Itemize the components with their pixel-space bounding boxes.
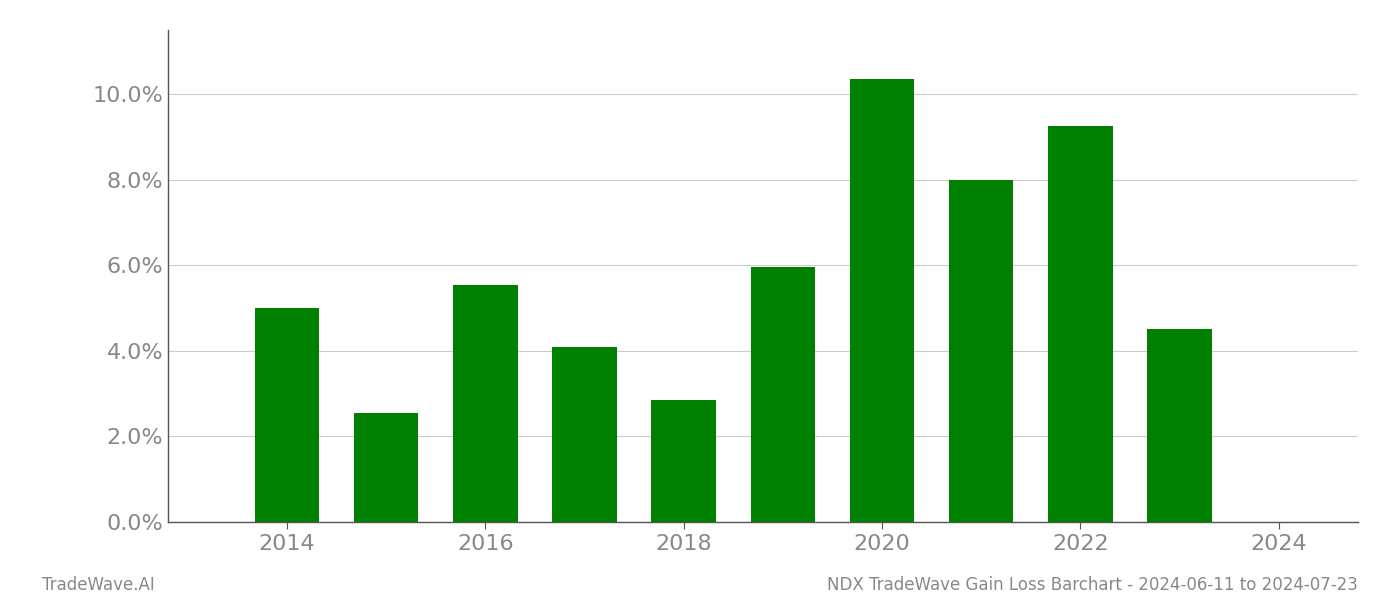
Text: NDX TradeWave Gain Loss Barchart - 2024-06-11 to 2024-07-23: NDX TradeWave Gain Loss Barchart - 2024-… bbox=[827, 576, 1358, 594]
Bar bbox=[1049, 126, 1113, 522]
Bar bbox=[354, 413, 419, 522]
Bar bbox=[255, 308, 319, 522]
Text: TradeWave.AI: TradeWave.AI bbox=[42, 576, 155, 594]
Bar bbox=[850, 79, 914, 522]
Bar bbox=[552, 347, 617, 522]
Bar bbox=[454, 284, 518, 522]
Bar bbox=[949, 180, 1014, 522]
Bar bbox=[750, 268, 815, 522]
Bar bbox=[651, 400, 715, 522]
Bar bbox=[1147, 329, 1212, 522]
